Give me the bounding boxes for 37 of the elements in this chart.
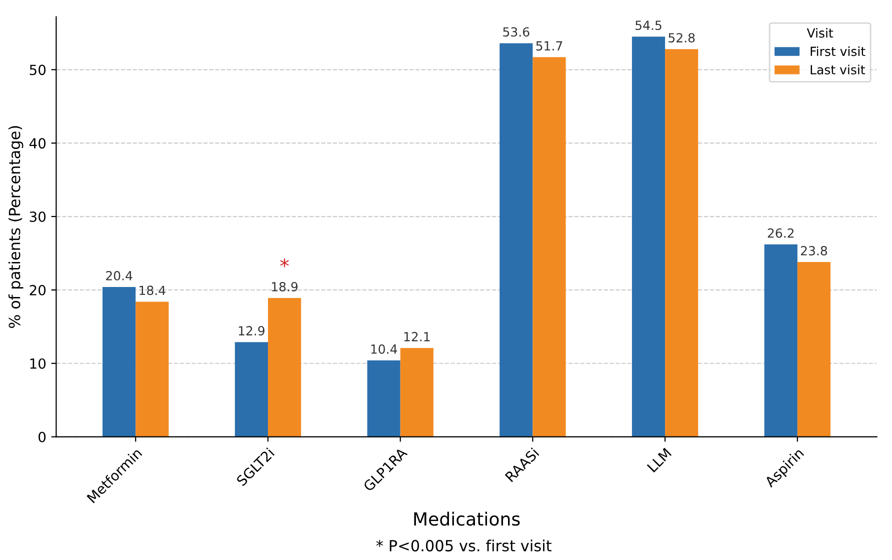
data-label: 12.1 [404,332,430,342]
annotation: * [280,258,289,268]
bar [632,36,666,437]
data-label: 12.9 [238,326,264,336]
data-label: 51.7 [536,41,562,51]
legend-label: First visit [810,46,866,56]
data-label: 54.5 [636,20,662,30]
bar [136,302,169,437]
y-tick-label: 40 [29,138,46,149]
text: * P<0.005 vs. first visit [376,540,552,552]
y-tick-label: 20 [30,284,46,296]
bar [764,244,798,437]
legend-title: Visit [806,28,834,38]
bar [367,360,400,437]
legend-label: Last visit [810,64,866,74]
bar [500,43,533,437]
y-tick-label: 0 [38,432,46,442]
y-tick-label: 50 [30,64,46,76]
data-label: 18.4 [140,286,166,296]
x-axis-title: Medications [414,512,520,526]
data-label: 20.4 [106,270,132,280]
bar [234,342,268,437]
y-tick-label: 10 [30,358,46,369]
bar [532,57,566,437]
data-label: 18.9 [272,282,298,292]
y-axis-title: % of patients (Percentage) [8,126,24,328]
bar [665,49,698,437]
bar [400,348,434,437]
data-label: 53.6 [503,27,530,37]
data-label: 10.4 [371,344,398,354]
bar [797,262,831,437]
y-tick-label: 30 [30,211,46,222]
data-label: 23.8 [800,246,828,256]
data-label: 52.8 [668,33,695,43]
bar [268,298,302,437]
bar [102,287,136,437]
data-label: 26.2 [768,228,794,238]
